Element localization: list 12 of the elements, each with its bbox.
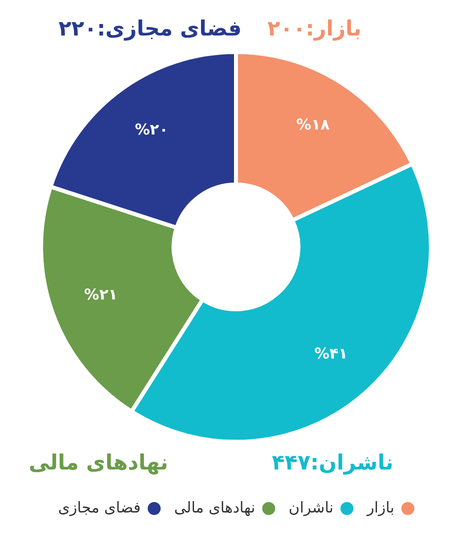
- text: نهادهای مالی: [28, 450, 168, 476]
- legend-label: ناشران: [288, 498, 334, 516]
- legend-label: نهادهای مالی: [174, 498, 256, 516]
- text: ناشران:۴۴۷: [272, 450, 394, 476]
- text: فضای مجازی:۲۲۰: [58, 16, 242, 42]
- data-label: %۴۱: [314, 344, 348, 363]
- data-label: %۲۰: [134, 120, 168, 139]
- text: بازار:۲۰۰: [267, 16, 362, 42]
- data-label: %۲۱: [84, 285, 118, 304]
- legend-label: فضای مجازی: [58, 498, 141, 516]
- legend-label: بازار: [366, 498, 394, 516]
- data-label: %۱۸: [296, 116, 330, 134]
